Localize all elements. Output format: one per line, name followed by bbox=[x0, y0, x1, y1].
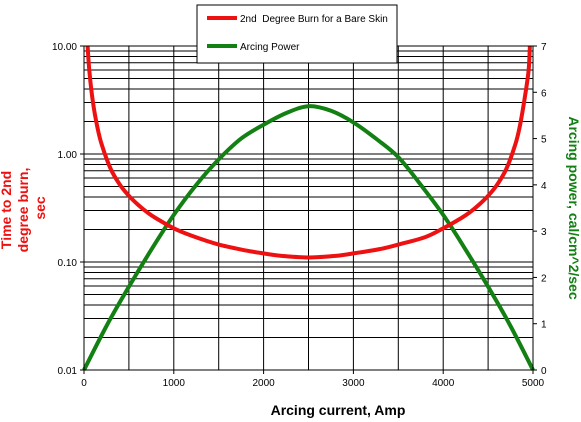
grid-lines bbox=[84, 46, 533, 370]
legend: 2nd Degree Burn for a Bare Skin Arcing P… bbox=[196, 4, 398, 64]
x-tick-label: 0 bbox=[81, 378, 87, 389]
right-axis-ticks: 0 1 2 3 4 5 6 7 bbox=[533, 42, 547, 377]
right-tick-label: 7 bbox=[541, 42, 547, 53]
right-tick-label: 2 bbox=[541, 273, 547, 284]
x-tick-label: 3000 bbox=[342, 378, 365, 389]
x-tick-label: 4000 bbox=[432, 378, 455, 389]
left-tick-label: 10.00 bbox=[52, 42, 77, 53]
left-axis-title-line-2: degree burn, bbox=[15, 168, 31, 253]
left-axis-title-line-3: sec bbox=[32, 196, 48, 220]
right-tick-label: 5 bbox=[541, 135, 547, 146]
left-axis-title-line-1: Time to 2nd bbox=[0, 171, 14, 249]
x-axis-title: Arcing current, Amp bbox=[271, 402, 406, 418]
series-layer bbox=[82, 45, 535, 371]
left-axis-title: Time to 2nd degree burn, sec bbox=[0, 164, 48, 253]
right-tick-label: 0 bbox=[541, 366, 547, 377]
x-tick-label: 1000 bbox=[163, 378, 186, 389]
left-tick-label: 0.10 bbox=[58, 258, 78, 269]
legend-label-power: Arcing Power bbox=[240, 42, 300, 53]
right-tick-label: 4 bbox=[541, 181, 547, 192]
legend-box bbox=[196, 4, 398, 64]
legend-label-burn: 2nd Degree Burn for a Bare Skin bbox=[240, 14, 388, 25]
right-tick-label: 6 bbox=[541, 88, 547, 99]
left-tick-label: 1.00 bbox=[58, 150, 78, 161]
right-axis-title: Arcing power, cal/cm^2/sec bbox=[566, 116, 581, 299]
right-tick-label: 1 bbox=[541, 320, 547, 331]
right-tick-label: 3 bbox=[541, 227, 547, 238]
x-tick-label: 5000 bbox=[522, 378, 545, 389]
series-line-arcing-power bbox=[82, 104, 535, 371]
series-line-burn bbox=[85, 45, 532, 260]
left-tick-label: 0.01 bbox=[58, 366, 78, 377]
x-axis-ticks: 0 1000 2000 3000 4000 5000 bbox=[81, 370, 545, 389]
x-tick-label: 2000 bbox=[252, 378, 275, 389]
left-axis-ticks: 0.01 0.10 1.00 10.00 bbox=[52, 42, 84, 377]
